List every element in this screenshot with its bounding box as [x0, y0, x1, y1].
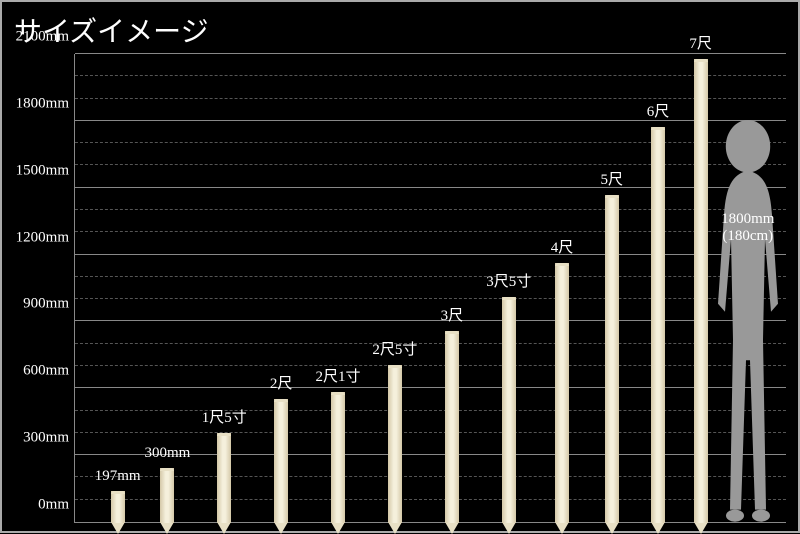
stake-bar: 300mm: [160, 468, 174, 534]
stake-body: [502, 297, 516, 523]
person-silhouette: [708, 118, 788, 522]
stake-top: [502, 297, 516, 300]
person-label-line1: 1800mm: [721, 211, 774, 227]
stake-bar: 4尺: [555, 263, 569, 534]
stake-tip: [694, 522, 708, 534]
stake-label: 3尺: [441, 304, 464, 325]
gridline-minor: [75, 142, 786, 143]
stake-body: [694, 59, 708, 523]
stake-body: [331, 392, 345, 523]
stake-bar: 6尺: [651, 127, 665, 534]
stake-tip: [111, 522, 125, 534]
y-axis-label: 1200mm: [16, 229, 69, 246]
gridline-major: [75, 187, 786, 188]
stake-bar: 197mm: [111, 491, 125, 534]
stake-tip: [555, 522, 569, 534]
stake-top: [651, 127, 665, 130]
gridline-minor: [75, 499, 786, 500]
y-axis-label: 300mm: [23, 430, 69, 447]
stake-tip: [651, 522, 665, 534]
stake-bar: 1尺5寸: [217, 433, 231, 534]
stake-label: 2尺5寸: [372, 338, 417, 359]
chart-area: 0mm300mm600mm900mm1200mm1500mm1800mm2100…: [74, 54, 786, 523]
person-height-label: 1800mm(180cm): [708, 211, 788, 245]
stake-top: [274, 399, 288, 402]
gridline-minor: [75, 410, 786, 411]
person-label-line2: (180cm): [722, 228, 773, 244]
stake-top: [160, 468, 174, 471]
stake-bar: 7尺: [694, 59, 708, 534]
stake-tip: [502, 522, 516, 534]
stake-top: [217, 433, 231, 436]
stake-top: [445, 331, 459, 334]
gridline-major: [75, 254, 786, 255]
y-axis-label: 600mm: [23, 363, 69, 380]
stake-top: [694, 59, 708, 62]
stake-tip: [160, 522, 174, 534]
stake-tip: [445, 522, 459, 534]
stake-bar: 2尺1寸: [331, 392, 345, 534]
stake-body: [605, 195, 619, 523]
stake-bar: 2尺: [274, 399, 288, 534]
y-axis-label: 2100mm: [16, 29, 69, 46]
stake-top: [111, 491, 125, 494]
stake-body: [274, 399, 288, 523]
gridline-minor: [75, 209, 786, 210]
stake-tip: [331, 522, 345, 534]
stake-tip: [388, 522, 402, 534]
stake-label: 2尺1寸: [316, 365, 361, 386]
stake-label: 300mm: [145, 445, 191, 462]
person-icon: [708, 118, 788, 522]
stake-tip: [217, 522, 231, 534]
stake-top: [331, 392, 345, 395]
stake-bar: 5尺: [605, 195, 619, 534]
stake-bar: 3尺5寸: [502, 297, 516, 534]
stake-label: 6尺: [647, 100, 670, 121]
stake-body: [217, 433, 231, 523]
gridline-minor: [75, 98, 786, 99]
gridline-major: [75, 387, 786, 388]
stake-top: [388, 365, 402, 368]
stake-body: [445, 331, 459, 523]
gridline-major: [75, 320, 786, 321]
stake-top: [555, 263, 569, 266]
stake-label: 4尺: [551, 236, 574, 257]
gridline-minor: [75, 231, 786, 232]
stake-label: 197mm: [95, 468, 141, 485]
y-axis-label: 900mm: [23, 296, 69, 313]
stake-tip: [605, 522, 619, 534]
gridline-minor: [75, 365, 786, 366]
gridline-minor: [75, 164, 786, 165]
stake-label: 7尺: [689, 32, 712, 53]
gridline-minor: [75, 276, 786, 277]
stake-body: [111, 491, 125, 523]
gridline-minor: [75, 298, 786, 299]
stake-tip: [274, 522, 288, 534]
stake-body: [555, 263, 569, 523]
stake-body: [160, 468, 174, 523]
stake-body: [388, 365, 402, 523]
gridline-minor: [75, 343, 786, 344]
stake-bar: 3尺: [445, 331, 459, 534]
gridline-major: [75, 53, 786, 54]
stake-label: 1尺5寸: [202, 406, 247, 427]
stake-label: 2尺: [270, 372, 293, 393]
gridline-minor: [75, 476, 786, 477]
gridline-major: [75, 120, 786, 121]
stake-label: 3尺5寸: [486, 270, 531, 291]
stake-top: [605, 195, 619, 198]
stake-bar: 2尺5寸: [388, 365, 402, 534]
gridline-minor: [75, 75, 786, 76]
y-axis-label: 1500mm: [16, 162, 69, 179]
y-axis-label: 1800mm: [16, 95, 69, 112]
y-axis-label: 0mm: [38, 497, 69, 514]
stake-body: [651, 127, 665, 523]
gridline-minor: [75, 432, 786, 433]
stake-label: 5尺: [601, 168, 624, 189]
